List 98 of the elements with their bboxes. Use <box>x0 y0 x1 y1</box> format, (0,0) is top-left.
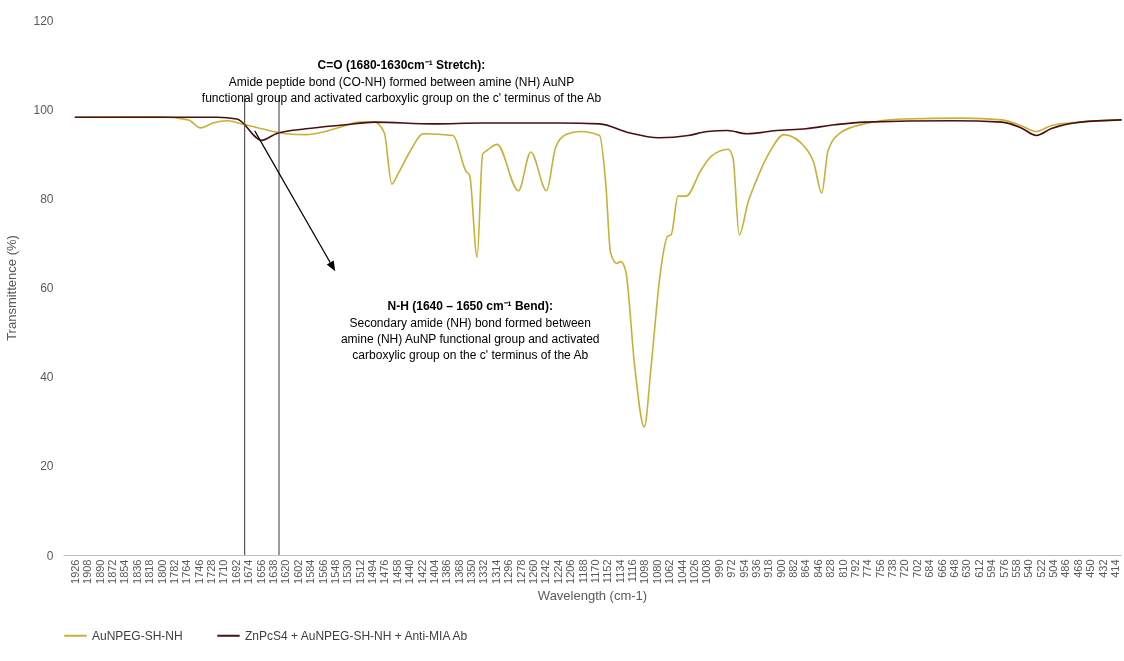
x-tick-label: 1566 <box>316 559 329 584</box>
x-tick-label: 954 <box>737 559 750 578</box>
x-tick-label: 648 <box>948 559 961 578</box>
x-tick-label: 1872 <box>106 559 119 584</box>
y-axis-title: Transmittence (%) <box>4 235 20 341</box>
x-tick-label: 702 <box>910 559 923 578</box>
x-tick-label: 936 <box>749 559 762 578</box>
x-tick-label: 1512 <box>353 559 366 584</box>
x-tick-label: 1926 <box>68 559 81 584</box>
legend-label: ZnPcS4 + AuNPEG-SH-NH + Anti-MIA Ab <box>245 628 468 643</box>
x-tick-label: 666 <box>935 559 948 578</box>
y-tick-label: 20 <box>40 459 54 474</box>
x-tick-label: 522 <box>1034 559 1047 578</box>
x-tick-label: 774 <box>861 559 874 578</box>
x-tick-label: 810 <box>836 559 849 578</box>
x-tick-label: 864 <box>799 559 812 578</box>
x-tick-label: 1170 <box>588 559 601 584</box>
x-tick-label: 1116 <box>626 559 639 583</box>
x-tick-label: 1440 <box>403 559 416 584</box>
x-tick-label: 1404 <box>427 559 440 584</box>
x-tick-label: 1332 <box>477 559 490 584</box>
x-tick-label: 1188 <box>576 559 589 584</box>
x-tick-label: 1548 <box>328 559 341 584</box>
x-tick-label: 1530 <box>341 559 354 584</box>
x-tick-label: 1584 <box>304 559 317 584</box>
x-tick-label: 1098 <box>638 559 651 584</box>
x-tick-label: 1260 <box>527 559 540 584</box>
x-tick-label: 720 <box>898 559 911 578</box>
x-tick-label: 900 <box>774 559 787 578</box>
x-tick-label: 540 <box>1022 559 1035 578</box>
x-tick-label: 1854 <box>118 559 131 584</box>
x-tick-label: 414 <box>1109 559 1121 578</box>
x-tick-label: 612 <box>972 559 985 578</box>
x-tick-label: 1890 <box>93 559 106 584</box>
x-tick-label: 1602 <box>291 559 304 584</box>
x-tick-label: 1710 <box>217 559 230 584</box>
x-tick-label: 1278 <box>514 559 527 584</box>
x-tick-label: 1458 <box>390 559 403 584</box>
annotation: N-H (1640 – 1650 cm⁻¹ Bend): Secondary amide (NH) bond formed between amine (NH) AuNP functional group and activated carboxylic group on the c' terminus of the Ab <box>340 298 600 362</box>
x-tick-label: 918 <box>762 559 775 578</box>
x-tick-label: 1818 <box>143 559 156 584</box>
x-tick-label: 468 <box>1071 559 1084 578</box>
x-tick-label: 450 <box>1084 559 1097 578</box>
x-tick-label: 1800 <box>155 559 168 584</box>
x-tick-label: 1026 <box>688 559 700 584</box>
x-tick-label: 1476 <box>378 559 391 584</box>
x-tick-label: 486 <box>1059 559 1072 578</box>
x-tick-label: 792 <box>848 559 861 578</box>
x-tick-label: 1728 <box>205 559 218 584</box>
x-tick-label: 1368 <box>452 559 465 584</box>
y-tick-label: 60 <box>40 281 54 295</box>
y-tick-label: 120 <box>33 13 54 28</box>
legend-label: AuNPEG-SH-NH <box>92 628 183 643</box>
x-tick-label: 990 <box>712 559 725 578</box>
x-tick-label: 558 <box>1009 559 1022 578</box>
x-axis-title: Wavelength (cm-1) <box>537 587 648 603</box>
x-tick-label: 1152 <box>601 559 614 584</box>
x-tick-label: 1386 <box>440 559 453 584</box>
x-tick-label: 1764 <box>180 559 193 584</box>
x-tick-label: 1062 <box>663 559 676 584</box>
x-tick-label: 1044 <box>675 559 688 584</box>
x-tick-label: 1206 <box>564 559 577 584</box>
x-tick-label: 504 <box>1047 559 1060 578</box>
x-tick-label: 1782 <box>167 559 180 584</box>
x-tick-label: 1242 <box>539 559 552 584</box>
x-tick-label: 1638 <box>267 559 279 584</box>
line-series <box>74 116 1122 142</box>
x-tick-label: 1692 <box>229 559 242 584</box>
x-tick-label: 972 <box>725 559 738 578</box>
x-tick-label: 432 <box>1096 559 1109 578</box>
x-tick-label: 1836 <box>130 559 143 584</box>
x-tick-label: 594 <box>985 559 998 578</box>
x-tick-label: 576 <box>997 559 1010 578</box>
x-tick-label: 1674 <box>242 559 255 584</box>
x-tick-label: 1908 <box>81 559 94 584</box>
x-tick-label: 1134 <box>613 559 626 584</box>
x-tick-label: 828 <box>824 559 837 578</box>
x-tick-label: 1224 <box>551 559 564 584</box>
x-tick-label: 684 <box>923 559 936 578</box>
x-tick-label: 1422 <box>415 559 428 584</box>
y-tick-label: 0 <box>46 548 54 563</box>
x-tick-label: 1620 <box>279 559 292 584</box>
x-tick-label: 1296 <box>502 559 515 584</box>
x-tick-label: 1746 <box>192 559 205 584</box>
x-tick-label: 1008 <box>700 559 713 584</box>
x-tick-label: 756 <box>873 559 886 578</box>
x-tick-label: 1350 <box>465 559 478 584</box>
x-tick-label: 630 <box>960 559 973 578</box>
x-tick-label: 1656 <box>254 559 267 584</box>
x-tick-label: 738 <box>886 559 899 578</box>
x-tick-label: 1314 <box>489 559 502 584</box>
x-tick-label: 1494 <box>366 559 379 584</box>
y-tick-label: 80 <box>40 191 54 206</box>
x-tick-label: 1080 <box>650 559 663 584</box>
y-tick-label: 40 <box>40 370 54 385</box>
x-tick-label: 882 <box>787 559 800 578</box>
y-tick-label: 100 <box>33 102 54 117</box>
x-tick-label: 846 <box>811 559 824 578</box>
